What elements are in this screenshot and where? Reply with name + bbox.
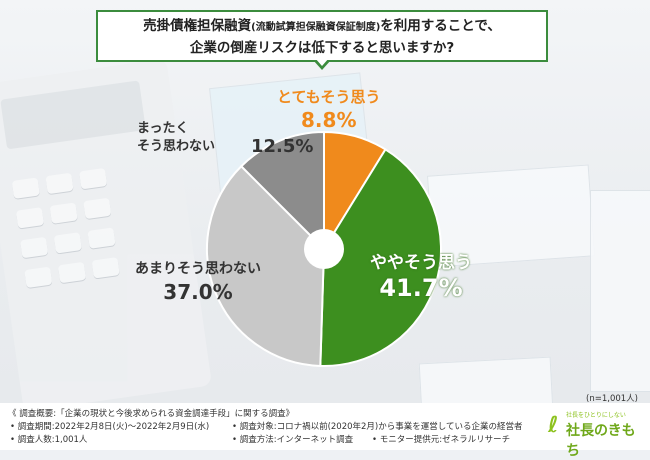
question-line-2: 企業の倒産リスクは低下すると思いますか?: [189, 40, 455, 56]
slice-name: あまりそう思わない: [135, 261, 261, 277]
slice-name: ややそう思う: [370, 253, 472, 273]
logo-mark-icon: ℓ: [548, 413, 559, 438]
question-line-1: 売掛債権担保融資(流動試算担保融資保証制度)を利用することで、: [143, 18, 501, 34]
pie-slice-4: [239, 130, 325, 252]
slice-name-line-1: まったく: [137, 121, 189, 136]
pie-slice-2: [319, 148, 442, 367]
survey-monitor: • モニター提供元:ゼネラルリサーチ: [372, 435, 511, 445]
brand-logo: ℓ 社長をひとりにしない 社長のきもち: [548, 410, 644, 459]
sample-size-note: (n=1,001人): [586, 394, 638, 404]
logo-name: 社長のきもち: [566, 423, 636, 459]
header-arrow: [313, 58, 331, 70]
slice-name-line-2: そう思わない: [137, 139, 216, 154]
survey-count: • 調査人数:1,001人: [10, 435, 88, 445]
logo-tagline: 社長をひとりにしない: [566, 412, 626, 419]
slice-label-2: ややそう思う 41.7%: [370, 248, 472, 303]
slice-value: 12.5%: [251, 136, 314, 157]
slice-value: 41.7%: [379, 274, 463, 302]
slice-value: 37.0%: [163, 280, 233, 304]
slice-label-3: あまりそう思わない 37.0%: [135, 258, 261, 306]
survey-target: • 調査対象:コロナ禍以前(2020年2月)から事業を運営している企業の経営者: [232, 422, 523, 432]
survey-footer: 《 調査概要:「企業の現状と今後求められる資金調達手段」に関する調査》 • 調査…: [0, 403, 650, 459]
pie-slice-3: [206, 164, 326, 367]
slice-name: とてもそう思う: [277, 88, 381, 106]
slice-label-1: とてもそう思う 8.8%: [277, 86, 381, 133]
slice-label-4: まったく そう思わない 12.5%: [137, 120, 313, 157]
survey-period: • 調査期間:2022年2月8日(火)〜2022年2月9日(水): [10, 422, 210, 432]
pie-chart: [206, 130, 442, 367]
survey-method: • 調査方法:インターネット調査: [232, 435, 354, 445]
question-header: 売掛債権担保融資(流動試算担保融資保証制度)を利用することで、 企業の倒産リスク…: [96, 10, 548, 62]
slice-value: 8.8%: [301, 108, 357, 132]
survey-title: 《 調査概要:「企業の現状と今後求められる資金調達手段」に関する調査》: [8, 409, 295, 419]
donut-hole: [304, 229, 344, 269]
document-image: [590, 190, 650, 392]
